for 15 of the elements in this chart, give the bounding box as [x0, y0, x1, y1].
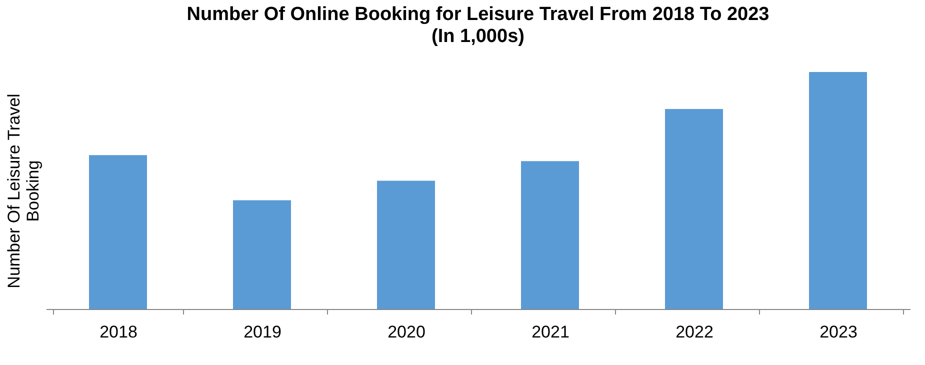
bar	[233, 200, 291, 309]
x-tick-label: 2019	[244, 322, 282, 342]
bar	[521, 161, 579, 309]
chart-subtitle: (In 1,000s)	[432, 26, 524, 47]
chart-title: Number Of Online Booking for Leisure Travel From 2018 To 2023	[186, 4, 770, 25]
x-tick-label: 2022	[676, 322, 714, 342]
y-axis-title: Number Of Leisure Travel Booking	[4, 94, 42, 288]
bar	[377, 180, 435, 309]
bar	[89, 155, 147, 309]
bar	[665, 108, 723, 309]
x-tick-label: 2023	[820, 322, 858, 342]
x-tick-label: 2018	[100, 322, 138, 342]
bar	[809, 72, 867, 309]
x-tick-label: 2020	[388, 322, 426, 342]
x-tick-label: 2021	[532, 322, 570, 342]
